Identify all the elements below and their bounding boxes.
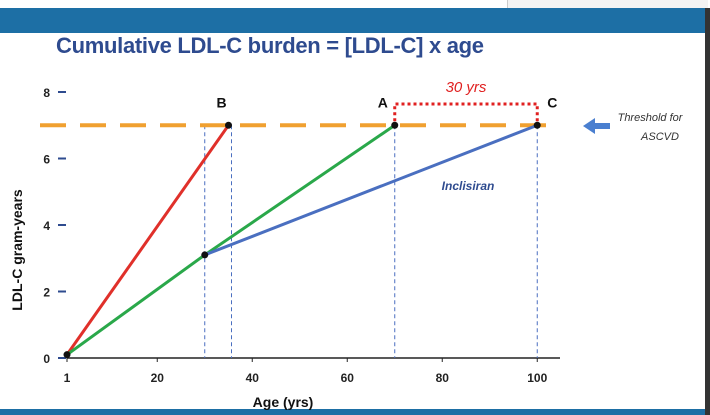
data-point: [225, 121, 232, 129]
header-band: [0, 8, 705, 33]
footer-band: [0, 409, 705, 415]
threshold-label: ASCVD: [640, 131, 679, 143]
slide-border: [705, 8, 710, 415]
x-tick-label: 1: [64, 371, 71, 385]
threshold-label: Threshold for: [618, 112, 684, 124]
y-tick-label: 4: [43, 219, 50, 233]
point-label-a: A: [378, 94, 388, 110]
point-label-b: B: [217, 94, 227, 110]
arrow-left-icon: [583, 118, 610, 134]
data-point: [63, 351, 71, 359]
series-line-inclisiran: [204, 123, 538, 257]
x-axis-label: Age (yrs): [253, 394, 314, 410]
y-tick-label: 2: [43, 286, 50, 300]
span-label: 30 yrs: [446, 79, 487, 96]
y-tick-label: 6: [43, 153, 50, 167]
y-tick-label: 0: [43, 352, 50, 366]
data-point: [533, 121, 541, 129]
series-label-inclisiran: Inclisiran: [442, 179, 495, 193]
data-point: [201, 251, 209, 259]
x-tick-label: 20: [151, 371, 165, 385]
y-axis-label: LDL-C gram-years: [9, 189, 25, 311]
x-tick-label: 80: [436, 371, 450, 385]
x-tick-label: 100: [527, 371, 547, 385]
point-label-c: C: [547, 94, 557, 110]
series-line-green: [66, 124, 396, 356]
span-bracket: [393, 102, 539, 122]
x-tick-label: 40: [246, 371, 260, 385]
toolbar-strip: [507, 0, 708, 8]
y-tick-label: 8: [43, 86, 50, 100]
series-line-red: [65, 124, 230, 356]
slide-title: Cumulative LDL-C burden = [LDL-C] x age: [56, 33, 484, 58]
x-tick-label: 60: [341, 371, 355, 385]
data-point: [391, 121, 399, 129]
